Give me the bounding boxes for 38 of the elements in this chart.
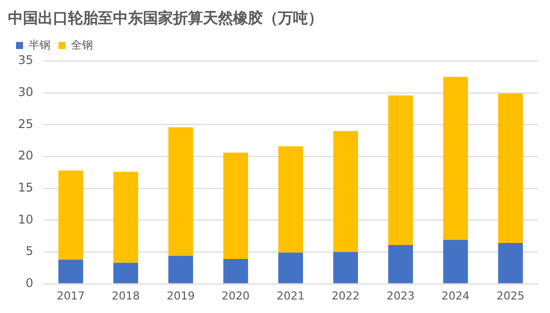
bar bbox=[333, 252, 358, 284]
y-tick-label: 15 bbox=[18, 180, 34, 194]
x-tick-label: 2019 bbox=[166, 289, 195, 302]
y-tick-label: 35 bbox=[18, 53, 34, 68]
bar bbox=[278, 146, 304, 253]
bar bbox=[168, 127, 194, 256]
bar bbox=[388, 244, 413, 284]
bar bbox=[443, 76, 468, 240]
x-tick-label: 2024 bbox=[442, 289, 470, 302]
bar bbox=[58, 260, 84, 284]
legend-label: 全钢 bbox=[71, 38, 93, 52]
bar bbox=[498, 243, 523, 284]
y-tick-label: 10 bbox=[18, 212, 34, 226]
bar bbox=[58, 170, 84, 260]
y-tick-label: 20 bbox=[18, 148, 34, 163]
bar bbox=[333, 131, 358, 252]
x-tick-label: 2023 bbox=[386, 289, 415, 302]
x-tick-label: 2018 bbox=[112, 289, 140, 302]
x-tick-label: 2025 bbox=[496, 289, 525, 302]
legend-label: 半钢 bbox=[28, 38, 50, 52]
y-tick-label: 5 bbox=[26, 244, 34, 258]
bar bbox=[113, 172, 138, 263]
bar bbox=[498, 93, 523, 244]
x-tick-label: 2021 bbox=[276, 289, 305, 302]
y-tick-label: 25 bbox=[18, 116, 34, 131]
chart-title: 中国出口轮胎至中东国家折算天然橡胶（万吨） bbox=[8, 8, 323, 27]
bar bbox=[168, 256, 194, 284]
bar bbox=[223, 258, 248, 284]
bar bbox=[223, 152, 248, 259]
y-tick-label: 0 bbox=[26, 276, 34, 290]
x-tick-label: 2017 bbox=[56, 289, 85, 302]
bar bbox=[278, 252, 304, 284]
bar bbox=[388, 95, 413, 245]
bar bbox=[113, 262, 138, 284]
x-tick-label: 2020 bbox=[222, 289, 250, 302]
x-tick-label: 2022 bbox=[332, 289, 360, 302]
y-tick-label: 30 bbox=[18, 84, 34, 99]
bar bbox=[443, 240, 468, 284]
